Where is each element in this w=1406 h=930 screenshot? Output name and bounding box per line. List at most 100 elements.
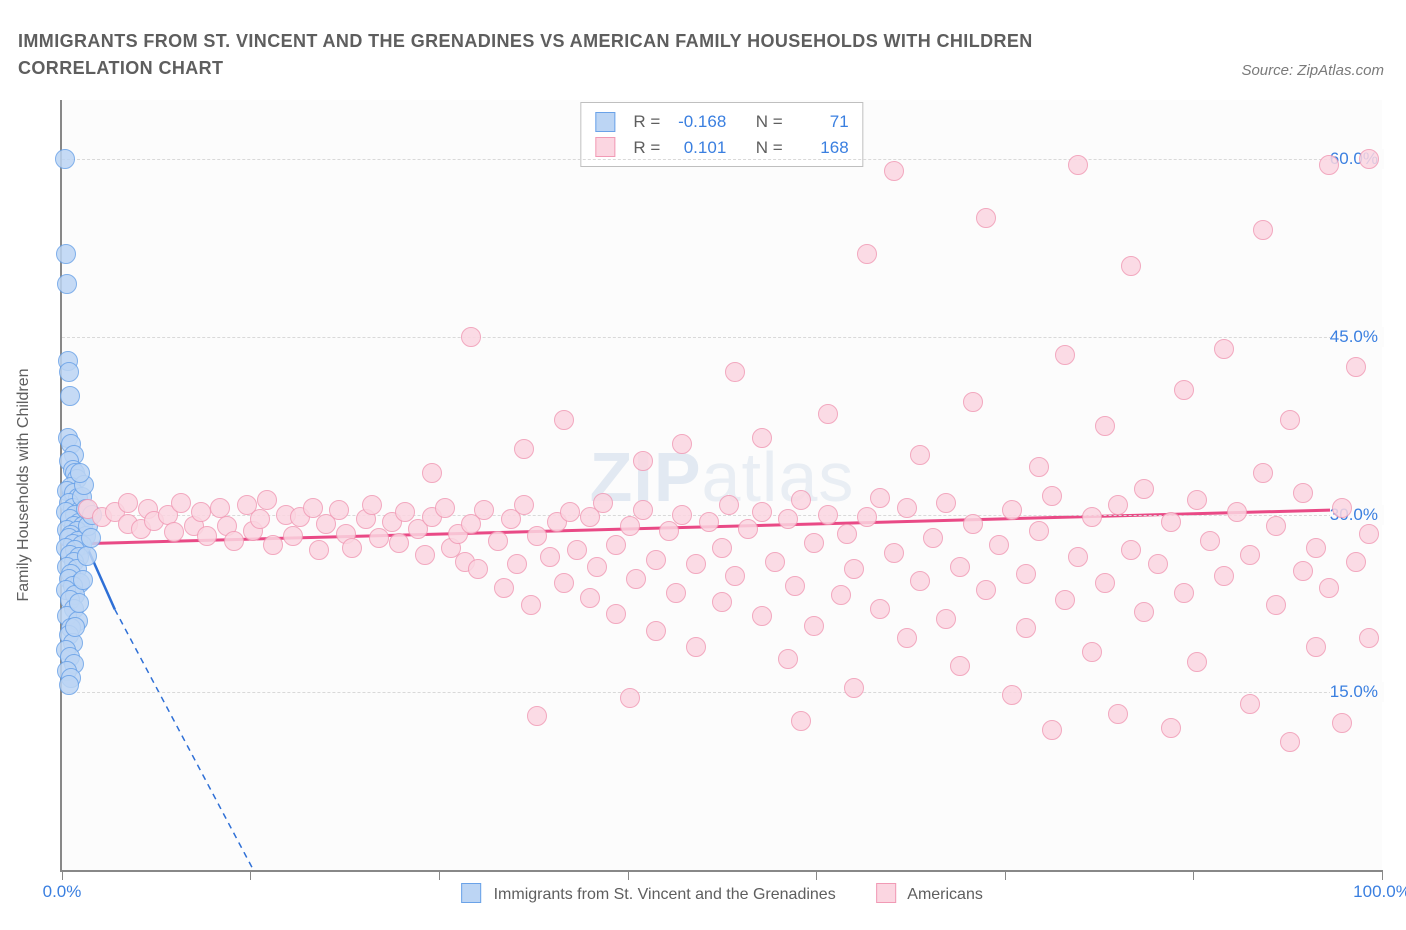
legend-label-blue: Immigrants from St. Vincent and the Gren… [494, 886, 836, 903]
data-point-pink [210, 498, 230, 518]
data-point-pink [435, 498, 455, 518]
data-point-pink [1266, 595, 1286, 615]
data-point-pink [1200, 531, 1220, 551]
data-point-pink [686, 554, 706, 574]
data-point-pink [844, 678, 864, 698]
n-value-blue: 71 [793, 109, 849, 135]
trend-lines [62, 100, 1382, 870]
stats-row-pink: R = 0.101 N = 168 [595, 135, 848, 161]
data-point-blue [77, 546, 97, 566]
data-point-pink [910, 571, 930, 591]
data-point-pink [1359, 628, 1379, 648]
data-point-pink [870, 488, 890, 508]
data-point-pink [1161, 512, 1181, 532]
data-point-pink [712, 538, 732, 558]
data-point-pink [626, 569, 646, 589]
data-point-pink [514, 439, 534, 459]
ytick-label: 15.0% [1330, 682, 1384, 702]
data-point-pink [1055, 345, 1075, 365]
data-point-pink [1346, 357, 1366, 377]
xtick [62, 870, 63, 880]
data-point-pink [527, 706, 547, 726]
data-point-pink [699, 512, 719, 532]
r-label: R = [633, 109, 660, 135]
data-point-pink [752, 428, 772, 448]
data-point-pink [950, 656, 970, 676]
data-point-pink [725, 566, 745, 586]
data-point-pink [923, 528, 943, 548]
data-point-pink [778, 509, 798, 529]
data-point-pink [963, 514, 983, 534]
ytick-label: 45.0% [1330, 327, 1384, 347]
data-point-pink [415, 545, 435, 565]
data-point-pink [1346, 552, 1366, 572]
data-point-pink [831, 585, 851, 605]
data-point-pink [1042, 486, 1062, 506]
data-point-pink [171, 493, 191, 513]
data-point-pink [527, 526, 547, 546]
data-point-pink [659, 521, 679, 541]
data-point-pink [884, 161, 904, 181]
data-point-pink [646, 550, 666, 570]
data-point-pink [646, 621, 666, 641]
stats-legend: R = -0.168 N = 71 R = 0.101 N = 168 [580, 102, 863, 167]
data-point-pink [1148, 554, 1168, 574]
data-point-pink [897, 498, 917, 518]
data-point-pink [1306, 538, 1326, 558]
n-value-pink: 168 [793, 135, 849, 161]
data-point-pink [554, 410, 574, 430]
data-point-pink [1293, 483, 1313, 503]
data-point-pink [857, 244, 877, 264]
data-point-pink [857, 507, 877, 527]
data-point-pink [1029, 521, 1049, 541]
data-point-pink [686, 637, 706, 657]
data-point-pink [1108, 495, 1128, 515]
xtick [1193, 870, 1194, 880]
data-point-blue [59, 675, 79, 695]
data-point-pink [191, 502, 211, 522]
xtick [628, 870, 629, 880]
data-point-blue [73, 570, 93, 590]
data-point-pink [837, 524, 857, 544]
data-point-pink [1082, 507, 1102, 527]
xtick [1382, 870, 1383, 880]
data-point-pink [250, 509, 270, 529]
gridline-h [62, 337, 1382, 338]
data-point-pink [507, 554, 527, 574]
data-point-pink [1055, 590, 1075, 610]
data-point-pink [1016, 618, 1036, 638]
data-point-pink [738, 519, 758, 539]
data-point-pink [1095, 416, 1115, 436]
r-value-blue: -0.168 [670, 109, 726, 135]
data-point-blue [65, 617, 85, 637]
data-point-blue [60, 386, 80, 406]
stats-row-blue: R = -0.168 N = 71 [595, 109, 848, 135]
source-credit: Source: ZipAtlas.com [1241, 62, 1384, 79]
data-point-pink [257, 490, 277, 510]
data-point-pink [1253, 220, 1273, 240]
data-point-pink [910, 445, 930, 465]
r-label: R = [633, 135, 660, 161]
data-point-pink [725, 362, 745, 382]
data-point-pink [580, 588, 600, 608]
data-point-blue [55, 149, 75, 169]
data-point-pink [1214, 566, 1234, 586]
data-point-pink [1187, 652, 1207, 672]
legend-item-blue: Immigrants from St. Vincent and the Gren… [461, 883, 836, 904]
y-axis-label: Family Households with Children [15, 369, 33, 602]
data-point-pink [1227, 502, 1247, 522]
swatch-pink [595, 137, 615, 157]
data-point-pink [620, 516, 640, 536]
data-point-pink [1016, 564, 1036, 584]
data-point-pink [488, 531, 508, 551]
data-point-pink [587, 557, 607, 577]
gridline-h [62, 692, 1382, 693]
data-point-pink [468, 559, 488, 579]
page-root: IMMIGRANTS FROM ST. VINCENT AND THE GREN… [0, 0, 1406, 930]
data-point-pink [719, 495, 739, 515]
xtick-label: 0.0% [43, 882, 82, 902]
data-point-pink [620, 688, 640, 708]
xtick [439, 870, 440, 880]
data-point-pink [1214, 339, 1234, 359]
data-point-pink [1121, 540, 1141, 560]
